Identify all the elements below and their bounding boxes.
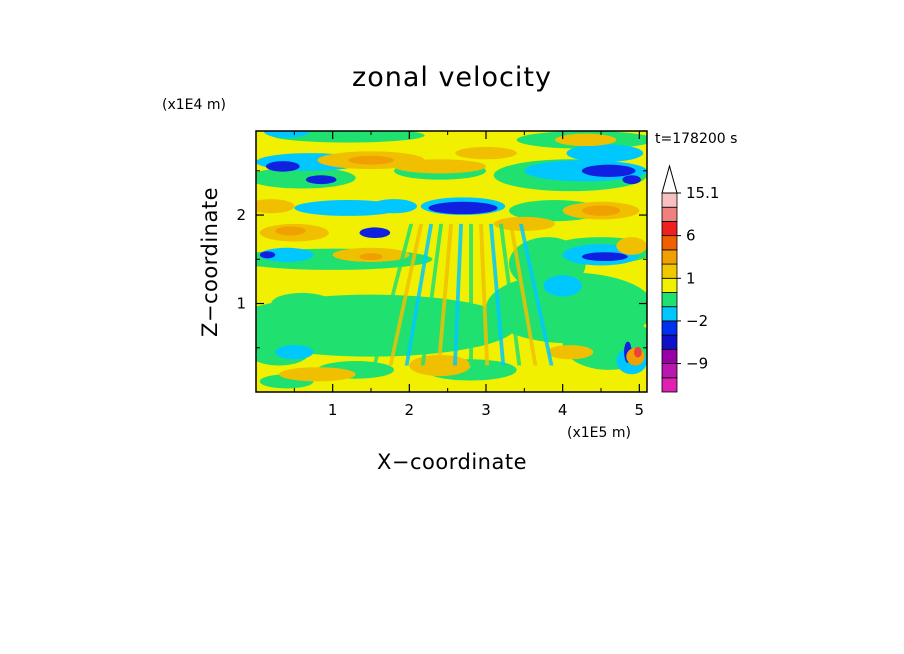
field-wave-streak (469, 223, 473, 366)
field-wave-streak (499, 223, 522, 366)
field-blob-strong-negative (581, 252, 628, 262)
field-wave-streak (518, 223, 554, 366)
y-tick-label: 2 (236, 206, 246, 224)
x-tick-label: 5 (635, 401, 645, 419)
field-blob-negative (263, 131, 310, 139)
field-blob-negative (275, 345, 314, 360)
field-blob-positive (547, 345, 594, 360)
colorbar-segment (661, 249, 678, 265)
field-blob-strong-positive (348, 155, 394, 165)
field-blob-strong-negative (622, 175, 641, 185)
y-unit-label: (x1E4 m) (162, 97, 226, 113)
colorbar-segment (661, 277, 678, 293)
colorbar-segment (661, 320, 678, 336)
y-axis: 12 (236, 170, 647, 349)
colorbar-segment (661, 363, 678, 379)
field-blob-weak-negative (271, 131, 425, 143)
colorbar-segment (661, 306, 678, 322)
field-blob-negative (371, 199, 417, 214)
field-blob-positive (256, 199, 295, 214)
field-blob-strong-negative (581, 164, 636, 178)
field-blob-negative (259, 247, 314, 262)
field-blob-strong-negative (359, 227, 391, 239)
colorbar-segment (661, 192, 678, 208)
x-tick-label: 2 (405, 401, 415, 419)
field-blob-strong-positive (581, 205, 621, 216)
colorbar-segment (661, 235, 678, 251)
field-blob-negative (543, 275, 582, 297)
field-wave-streak (372, 223, 414, 366)
field-wave-streak (404, 223, 434, 366)
plot-frame (255, 130, 648, 393)
field-wave-streak (509, 223, 538, 366)
colorbar-label: 15.1 (686, 184, 719, 202)
field-blob-positive (279, 367, 356, 382)
field-blob-positive (394, 159, 486, 174)
x-axis-title: X−coordinate (377, 450, 527, 474)
colorbar-label: 6 (686, 227, 696, 245)
x-tick-label: 3 (481, 401, 491, 419)
field-blob-strong-negative (259, 251, 276, 259)
field-wave-streak (436, 223, 454, 366)
field-wave-streak (453, 223, 463, 366)
time-label: t=178200 s (655, 131, 737, 147)
colorbar-segment (661, 334, 678, 350)
field-wave-streak (479, 223, 490, 366)
colorbar-segment (661, 292, 678, 308)
colorbar-label: −2 (686, 312, 708, 330)
field-blob-strong-negative (265, 161, 300, 172)
field-blob-positive (555, 133, 617, 147)
field-blob-strong-negative (305, 175, 337, 185)
field-blob-strong-positive (275, 226, 306, 236)
colorbar-segment (661, 348, 678, 364)
field-blob-strong-positive (359, 253, 383, 261)
field-blob-positive (493, 216, 555, 231)
field-blob-positive (616, 237, 647, 255)
field-blob-extreme (633, 346, 642, 358)
field-blob-positive (455, 146, 517, 160)
colorbar-segment (661, 206, 678, 222)
x-tick-label: 1 (328, 401, 338, 419)
colorbar-segment (661, 263, 678, 279)
x-unit-label: (x1E5 m) (567, 425, 631, 441)
y-tick-label: 1 (236, 295, 246, 313)
field-blob-strong-negative (428, 201, 498, 215)
field-blob-weak-negative (256, 167, 356, 189)
colorbar (661, 164, 678, 393)
field-wave-streak (388, 223, 424, 366)
field-blob-negative (566, 144, 644, 162)
y-axis-title: Z−coordinate (198, 187, 222, 337)
field-wave-streak (489, 223, 506, 366)
colorbar-segment (661, 377, 678, 393)
field-blob-weak-negative (271, 292, 333, 315)
colorbar-labels: 15.1 6 1 −2 −9 (677, 184, 719, 373)
colorbar-segment (661, 221, 678, 237)
x-axis: 1 2 3 4 5 (293, 131, 645, 419)
field-wave-streak (420, 223, 444, 366)
velocity-field (256, 131, 647, 392)
x-tick-label: 4 (558, 401, 568, 419)
colorbar-label: −9 (686, 355, 708, 373)
colorbar-extend-arrow (661, 164, 678, 194)
chart-title: zonal velocity (352, 62, 552, 93)
colorbar-label: 1 (686, 269, 696, 287)
